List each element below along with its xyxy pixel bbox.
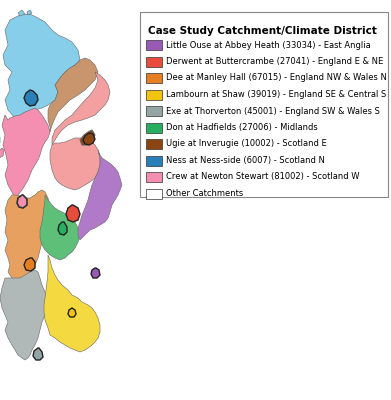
Polygon shape <box>18 10 25 16</box>
Polygon shape <box>3 14 80 120</box>
Polygon shape <box>24 258 35 271</box>
Polygon shape <box>58 222 67 235</box>
Text: Don at Hadfields (27006) - Midlands: Don at Hadfields (27006) - Midlands <box>166 123 318 132</box>
Bar <box>146 122 162 132</box>
Polygon shape <box>0 270 48 360</box>
Polygon shape <box>80 130 95 145</box>
Polygon shape <box>83 133 95 145</box>
Polygon shape <box>27 10 32 15</box>
Polygon shape <box>5 190 52 280</box>
Polygon shape <box>33 348 43 360</box>
Polygon shape <box>91 268 100 278</box>
Bar <box>146 156 162 166</box>
Polygon shape <box>50 138 100 190</box>
Polygon shape <box>2 108 50 198</box>
Bar <box>140 12 388 197</box>
Text: Dee at Manley Hall (67015) - England NW & Wales N: Dee at Manley Hall (67015) - England NW … <box>166 74 387 82</box>
Text: Case Study Catchment/Climate District: Case Study Catchment/Climate District <box>148 26 377 36</box>
Bar <box>146 56 162 66</box>
Bar <box>146 90 162 100</box>
Text: Little Ouse at Abbey Heath (33034) - East Anglia: Little Ouse at Abbey Heath (33034) - Eas… <box>166 40 371 50</box>
Text: Exe at Thorverton (45001) - England SW & Wales S: Exe at Thorverton (45001) - England SW &… <box>166 106 380 116</box>
Polygon shape <box>68 308 76 317</box>
Polygon shape <box>24 90 38 106</box>
Polygon shape <box>52 72 110 145</box>
Polygon shape <box>66 205 80 222</box>
Bar <box>146 40 162 50</box>
Bar <box>146 172 162 182</box>
Text: Ugie at Inverugie (10002) - Scotland E: Ugie at Inverugie (10002) - Scotland E <box>166 140 327 148</box>
Text: Derwent at Buttercrambe (27041) - England E & NE: Derwent at Buttercrambe (27041) - Englan… <box>166 57 383 66</box>
Bar <box>146 106 162 116</box>
Polygon shape <box>48 58 98 132</box>
Bar <box>146 188 162 198</box>
Polygon shape <box>44 255 100 352</box>
Polygon shape <box>40 195 80 260</box>
Polygon shape <box>78 150 122 240</box>
Bar <box>146 73 162 83</box>
Polygon shape <box>0 148 4 158</box>
Text: Lambourn at Shaw (39019) - England SE & Central S: Lambourn at Shaw (39019) - England SE & … <box>166 90 386 99</box>
Text: Crew at Newton Stewart (81002) - Scotland W: Crew at Newton Stewart (81002) - Scotlan… <box>166 172 359 182</box>
Bar <box>146 139 162 149</box>
Text: Ness at Ness-side (6007) - Scotland N: Ness at Ness-side (6007) - Scotland N <box>166 156 325 165</box>
Polygon shape <box>17 195 27 208</box>
Text: Other Catchments: Other Catchments <box>166 189 243 198</box>
Bar <box>0 0 145 400</box>
